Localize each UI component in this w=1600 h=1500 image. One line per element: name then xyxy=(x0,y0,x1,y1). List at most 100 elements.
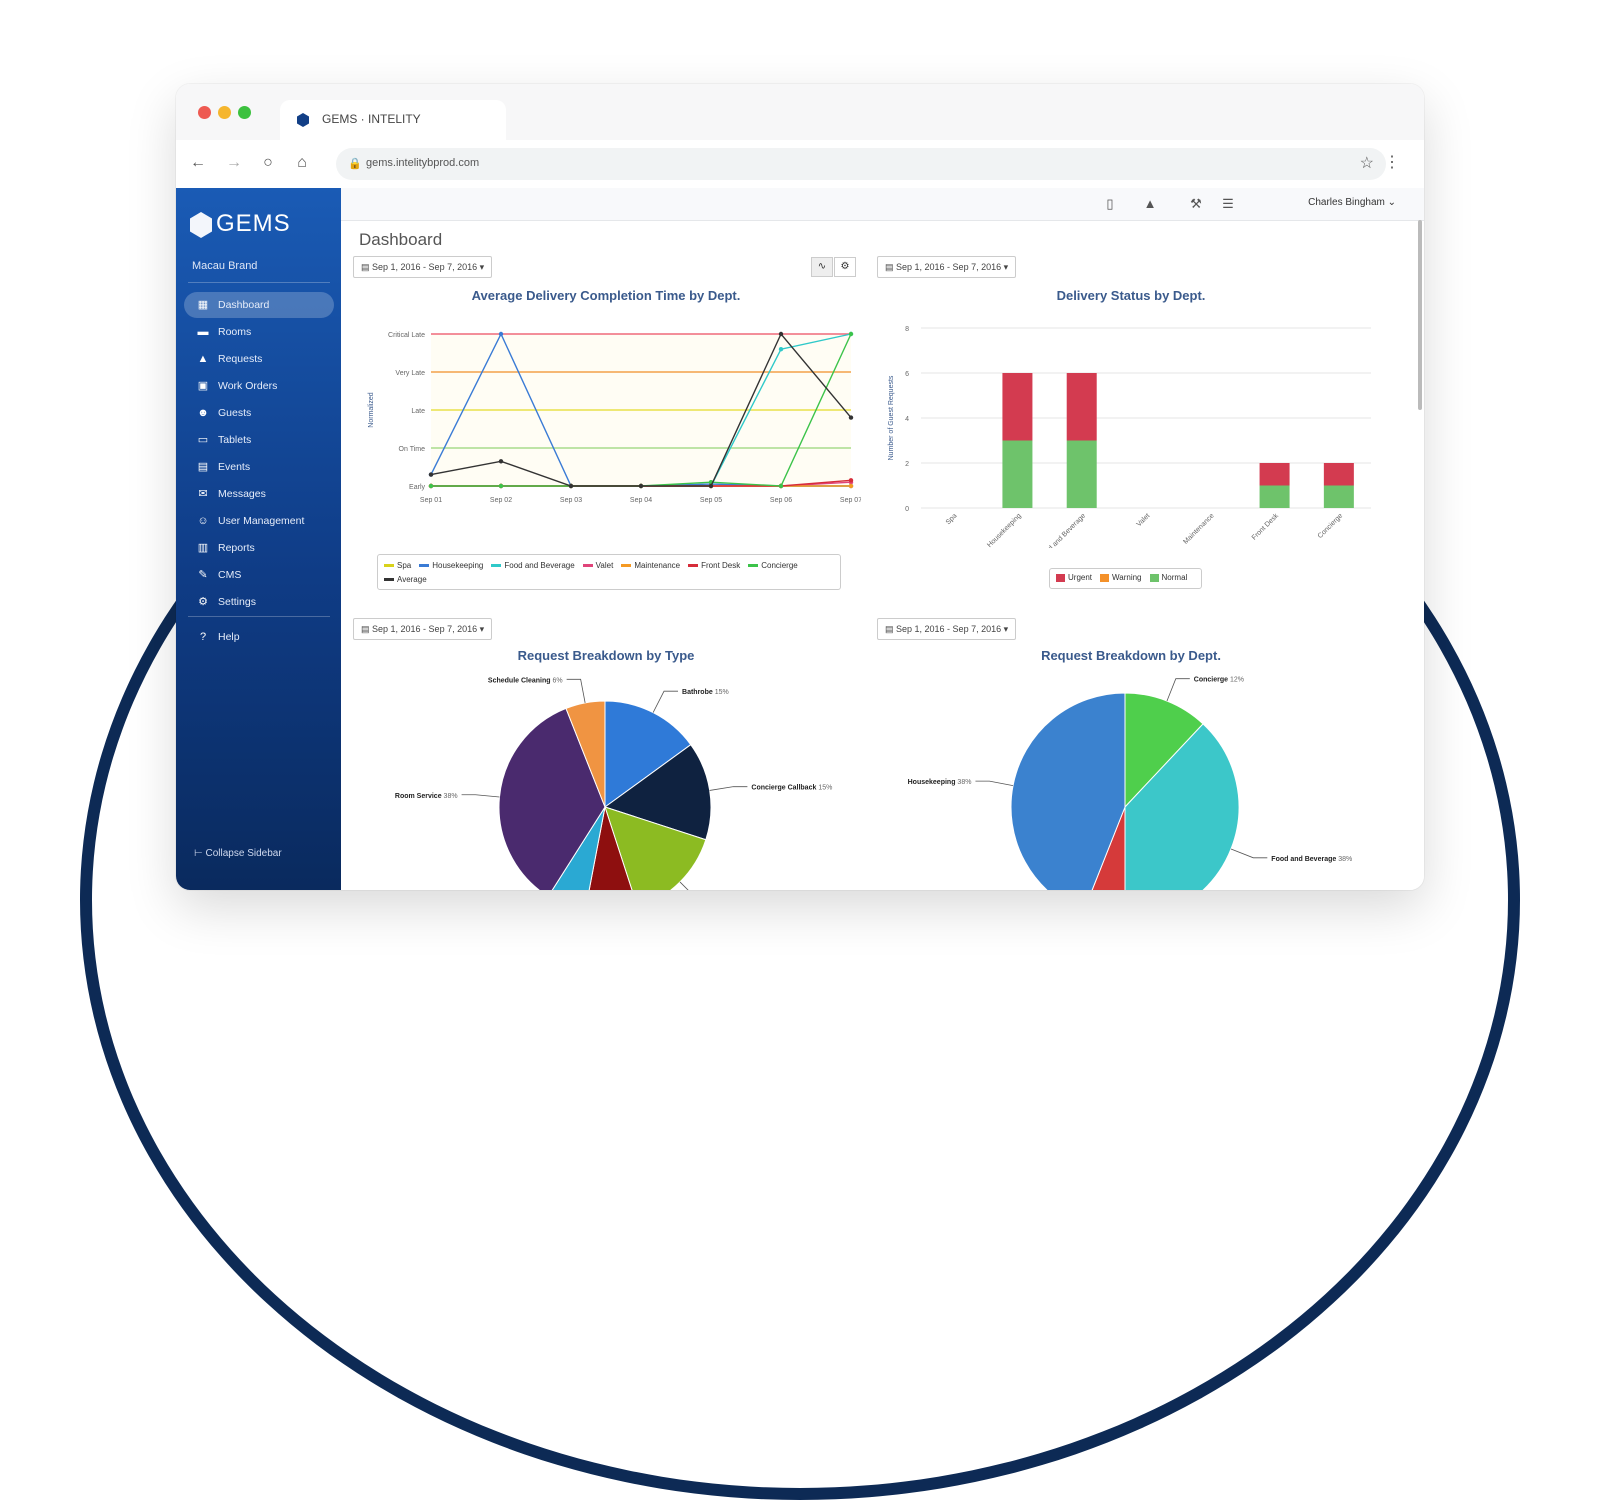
browser-toolbar: ← → ○ ⌂ 🔒 gems.intelitybprod.com ☆ ⋮ xyxy=(176,140,1424,189)
x-tick-label: Maintenance xyxy=(1182,512,1215,545)
date-range-picker[interactable]: ▤ Sep 1, 2016 - Sep 7, 2016 ▾ xyxy=(877,256,1017,278)
x-tick-label: Sep 06 xyxy=(770,497,792,504)
line-chart-toggle-button[interactable]: ∿ xyxy=(811,257,833,277)
legend-item[interactable]: Warning xyxy=(1100,572,1142,583)
dashboard-icon: ▦ xyxy=(197,299,209,311)
page-title: Dashboard xyxy=(359,230,443,249)
browser-tab[interactable]: GEMS · INTELITY xyxy=(280,100,506,140)
date-range-picker[interactable]: ▤ Sep 1, 2016 - Sep 7, 2016 ▾ xyxy=(353,618,493,640)
sidebar-item-settings[interactable]: ⚙ Settings xyxy=(184,589,334,615)
top-navbar: ▯ ▲ ⚒ ☰ Charles Bingham ⌄ xyxy=(341,188,1424,221)
close-dot[interactable] xyxy=(198,106,211,119)
line-chart-legend: Spa Housekeeping Food and Beverage Valet Mai… xyxy=(377,554,841,590)
pie-slice-label: Housekeeping 38% xyxy=(908,779,972,786)
list-icon[interactable]: ☰ xyxy=(1222,196,1234,211)
sidebar-item-work-orders[interactable]: ▣ Work Orders xyxy=(184,373,334,399)
bar-segment xyxy=(1259,463,1290,486)
sidebar-item-label: Help xyxy=(218,631,240,643)
x-tick-label: Housekeeping xyxy=(986,512,1023,548)
sidebar-item-tablets[interactable]: ▭ Tablets xyxy=(184,427,334,453)
maximize-dot[interactable] xyxy=(238,106,251,119)
legend-swatch xyxy=(1100,573,1110,582)
logo-text: GEMS xyxy=(216,210,291,237)
legend-item[interactable]: Maintenance xyxy=(621,559,680,572)
scrollbar[interactable] xyxy=(1418,220,1422,410)
hexagon-icon xyxy=(297,113,309,127)
sidebar-item-label: Events xyxy=(218,461,251,473)
minimize-dot[interactable] xyxy=(218,106,231,119)
legend-item[interactable]: Average xyxy=(384,573,427,586)
data-point xyxy=(778,483,784,489)
sidebar-item-guests[interactable]: ☻ Guests xyxy=(184,400,334,426)
pie-slice-label: Food and Beverage 38% xyxy=(1271,856,1352,863)
sidebar-item-cms[interactable]: ✎ CMS xyxy=(184,562,334,588)
x-tick-label: Food and Beverage xyxy=(1039,512,1088,548)
date-range-picker[interactable]: ▤ Sep 1, 2016 - Sep 7, 2016 ▾ xyxy=(877,618,1017,640)
forward-arrow-icon[interactable]: → xyxy=(226,154,242,171)
bar-segment xyxy=(1002,373,1033,441)
bar-chart-title: Delivery Status by Dept. xyxy=(1056,288,1206,303)
sidebar-item-events[interactable]: ▤ Events xyxy=(184,454,334,480)
data-point xyxy=(428,472,434,477)
sidebar-item-label: Messages xyxy=(218,488,266,500)
sidebar-item-label: Guests xyxy=(218,407,252,419)
pie-slice xyxy=(1124,723,1240,890)
legend-item[interactable]: Valet xyxy=(582,559,613,572)
menu-kebab-icon[interactable]: ⋮ xyxy=(1384,154,1400,171)
star-icon[interactable]: ☆ xyxy=(1359,155,1374,172)
user-menu[interactable]: Charles Bingham ⌄ xyxy=(1308,197,1396,208)
address-bar[interactable]: 🔒 gems.intelitybprod.com ☆ xyxy=(336,148,1386,180)
line-chart-title: Average Delivery Completion Time by Dept… xyxy=(471,288,741,303)
sidebar-item-requests[interactable]: ▲ Requests xyxy=(184,346,334,372)
y-axis-label: Number of Guest Requests xyxy=(888,375,895,460)
legend-item[interactable]: Housekeeping xyxy=(419,559,483,572)
legend-item[interactable]: Spa xyxy=(384,559,411,572)
pie-label-connector xyxy=(709,786,748,791)
property-name: Macau Brand xyxy=(192,260,258,272)
calendar-icon: ▤ xyxy=(361,262,373,272)
legend-item[interactable]: Urgent xyxy=(1056,572,1092,583)
home-icon[interactable]: ⌂ xyxy=(297,154,307,171)
bar-segment xyxy=(1323,485,1354,508)
legend-swatch xyxy=(491,564,502,567)
collapse-sidebar-button[interactable]: ⊢ Collapse Sidebar xyxy=(194,848,282,859)
x-tick-label: Sep 02 xyxy=(490,497,512,504)
sidebar-item-user-management[interactable]: ☺ User Management xyxy=(184,508,334,534)
pie-slice-label: Bathrobe 15% xyxy=(682,689,729,696)
sidebar-item-rooms[interactable]: ▬ Rooms xyxy=(184,319,334,345)
tablet-icon[interactable]: ▯ xyxy=(1106,196,1114,211)
gems-logo: GEMS xyxy=(190,210,330,240)
sidebar-item-label: Reports xyxy=(218,542,255,554)
x-tick-label: Spa xyxy=(945,512,959,526)
legend-item[interactable]: Food and Beverage xyxy=(491,559,575,572)
legend-label: Urgent xyxy=(1068,573,1093,582)
pie-label-connector xyxy=(1166,678,1190,702)
legend-item[interactable]: Normal xyxy=(1149,572,1187,583)
legend-swatch xyxy=(621,564,632,567)
pie-slice-label: Concierge 12% xyxy=(1194,677,1244,684)
sidebar-item-help[interactable]: ? Help xyxy=(184,624,336,650)
bar-segment xyxy=(1066,373,1097,441)
x-tick-label: Valet xyxy=(1136,512,1152,528)
settings-toggle-button[interactable]: ⚙ xyxy=(834,257,856,277)
legend-swatch xyxy=(1056,573,1065,582)
legend-item[interactable]: Front Desk xyxy=(688,559,740,572)
sidebar-item-dashboard[interactable]: ▦ Dashboard xyxy=(184,292,334,318)
pie-label-connector xyxy=(1230,848,1268,859)
sidebar-item-reports[interactable]: ▥ Reports xyxy=(184,535,334,561)
date-range-label: Sep 1, 2016 - Sep 7, 2016 ▾ xyxy=(896,624,1009,634)
pie-slice xyxy=(565,700,606,808)
reload-icon[interactable]: ○ xyxy=(263,154,273,171)
back-arrow-icon[interactable]: ← xyxy=(190,154,206,171)
date-range-picker[interactable]: ▤ Sep 1, 2016 - Sep 7, 2016 ▾ xyxy=(353,256,493,278)
wrench-icon[interactable]: ⚒ xyxy=(1190,196,1202,211)
data-point xyxy=(848,415,854,420)
bar-chart-legend: Urgent Warning Normal xyxy=(1049,568,1203,589)
sidebar-item-messages[interactable]: ✉ Messages xyxy=(184,481,334,507)
bell-icon[interactable]: ▲ xyxy=(1143,196,1157,211)
collapse-label: Collapse Sidebar xyxy=(205,848,282,859)
legend-swatch xyxy=(1149,573,1159,582)
legend-item[interactable]: Concierge xyxy=(748,559,798,572)
chart-icon: ▥ xyxy=(197,542,209,554)
data-point xyxy=(428,483,434,489)
